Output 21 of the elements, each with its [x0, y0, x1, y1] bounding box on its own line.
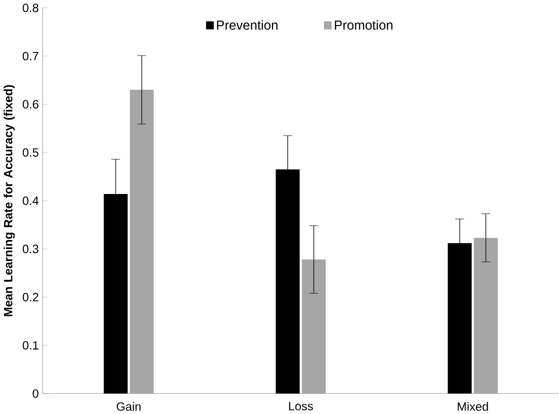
bar: [302, 259, 326, 394]
y-tick-label: 0.7: [22, 52, 38, 60]
bar: [448, 242, 472, 394]
bar: [474, 238, 498, 394]
bar: [276, 169, 300, 394]
y-axis-title: Mean Learning Rate for Accuracy (fixed): [4, 84, 15, 316]
y-tick-label: 0.6: [22, 100, 38, 108]
y-tick-label: 0.3: [22, 244, 38, 253]
bar: [130, 90, 154, 394]
y-tick-label: 0: [32, 389, 38, 398]
y-tick-label: 0.1: [22, 340, 38, 350]
x-tick-label: Gain: [116, 402, 141, 411]
y-tick-label: 0.5: [22, 148, 38, 157]
legend-label: Promotion: [334, 20, 392, 30]
bar: [104, 194, 128, 394]
y-tick-label: 0.8: [22, 3, 38, 12]
y-tick-label: 0.4: [22, 196, 39, 205]
legend-label: Prevention: [217, 20, 278, 30]
y-tick-label: 0.2: [22, 292, 38, 302]
x-tick-label: Mixed: [458, 402, 488, 411]
x-tick-label: Loss: [289, 402, 313, 410]
